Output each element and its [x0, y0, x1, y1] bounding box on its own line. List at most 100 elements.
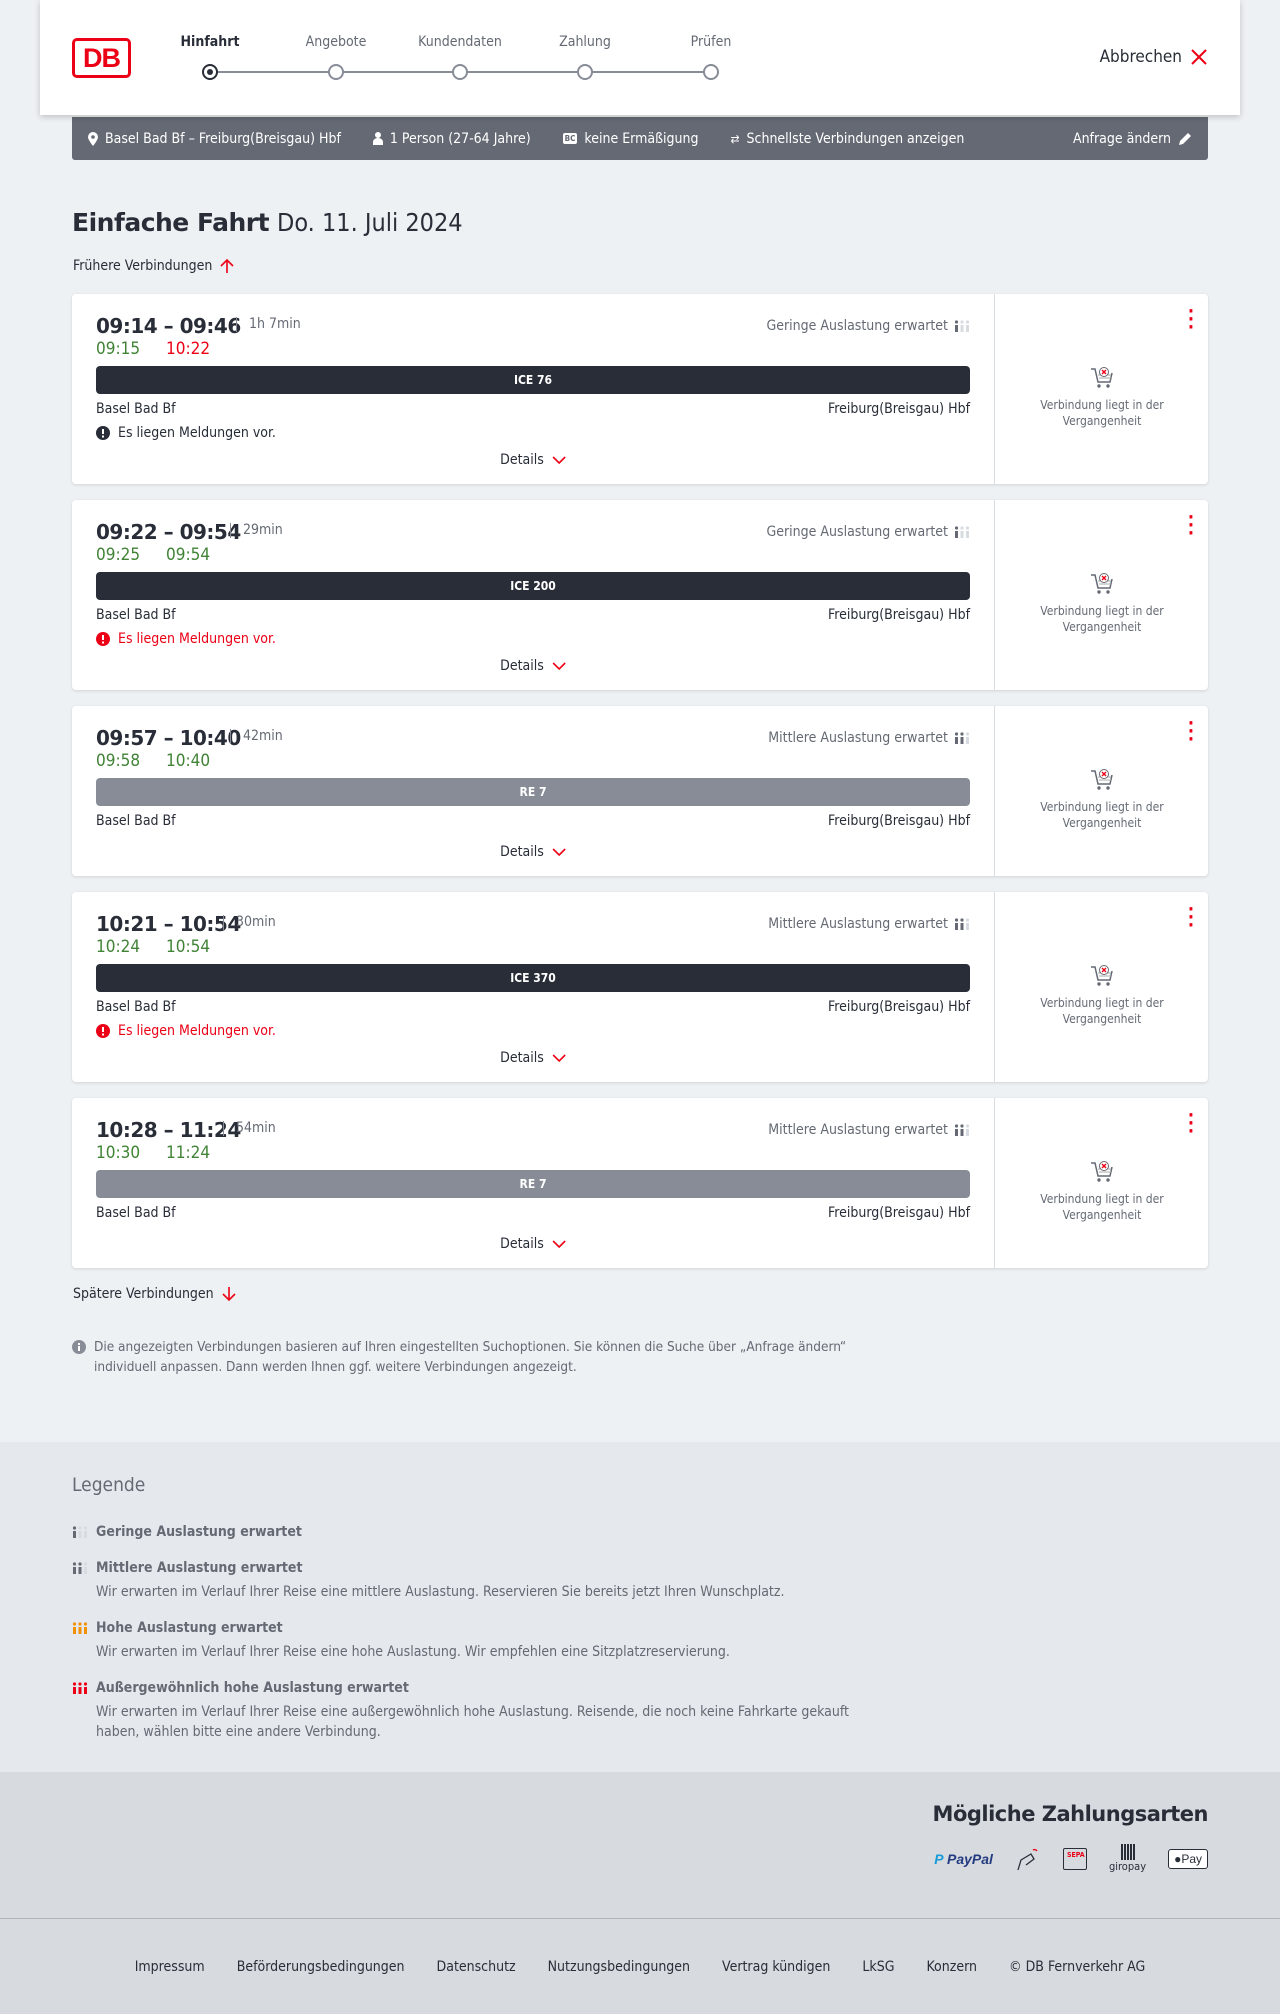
message-notice[interactable]: Es liegen Meldungen vor.	[96, 1023, 276, 1039]
step-label-1: Angebote	[305, 34, 367, 50]
step-4-indicator	[703, 64, 719, 80]
footer-link[interactable]: Vertrag kündigen	[722, 1958, 831, 1975]
details-toggle[interactable]: Details	[500, 1236, 566, 1252]
occupancy-level-icon	[72, 1622, 88, 1634]
legend-item-desc: Wir erwarten im Verlauf Ihrer Reise eine…	[96, 1704, 849, 1740]
footer-link[interactable]: Konzern	[926, 1958, 977, 1975]
message-notice[interactable]: Es liegen Meldungen vor.	[96, 425, 276, 441]
passenger-text: 1 Person (27-64 Jahre)	[389, 130, 531, 147]
occupancy-info: Geringe Auslastung erwartet	[766, 524, 970, 540]
connection-card[interactable]: 09:57 – 10:40 42min Mittlere Auslastung …	[72, 706, 1208, 876]
trip-type: Einfache Fahrt	[72, 208, 270, 237]
booking-panel: · · · Verbindung liegt in der Vergangenhei…	[994, 1098, 1208, 1268]
edit-search-button[interactable]: Anfrage ändern	[1073, 131, 1192, 147]
step-label-2: Kundendaten	[418, 34, 502, 50]
past-connection-status: Verbindung liegt in der Vergangenheit	[1040, 398, 1164, 428]
footer-link[interactable]: Datenschutz	[436, 1958, 516, 1975]
note-text: Die angezeigten Verbindungen basieren au…	[94, 1339, 847, 1375]
footer-link[interactable]: Impressum	[134, 1958, 205, 1975]
legend-item: Mittlere Auslastung erwartet Wir erwarten…	[72, 1560, 852, 1602]
connection-card[interactable]: 09:14 – 09:46 1h 7min Geringe Auslastung…	[72, 294, 1208, 484]
chevron-down-icon	[552, 848, 566, 856]
train-bar[interactable]: ICE 200	[96, 572, 970, 600]
arrow-down-icon	[222, 1287, 236, 1302]
past-connection-status: Verbindung liegt in der Vergangenheit	[1040, 800, 1164, 830]
step-0-indicator[interactable]	[202, 64, 218, 80]
departure-station: Basel Bad Bf	[96, 999, 176, 1015]
planned-times: 10:28 – 11:24	[96, 1118, 241, 1142]
travel-date: Do. 11. Juli 2024	[277, 208, 463, 237]
footer-link[interactable]: Beförderungsbedingungen	[236, 1958, 405, 1975]
close-icon	[1191, 49, 1207, 65]
legend-item: Geringe Auslastung erwartet	[72, 1524, 302, 1540]
past-connection-status: Verbindung liegt in der Vergangenheit	[1040, 604, 1164, 634]
details-label: Details	[500, 844, 544, 860]
details-toggle[interactable]: Details	[500, 1050, 566, 1066]
details-toggle[interactable]: Details	[500, 452, 566, 468]
chevron-down-icon	[552, 1054, 566, 1062]
connection-card[interactable]: 10:28 – 11:24 54min Mittlere Auslastung …	[72, 1098, 1208, 1268]
train-bar[interactable]: RE 7	[96, 778, 970, 806]
legend-item-title: Außergewöhnlich hohe Auslastung erwartet	[96, 1680, 409, 1696]
occupancy-icon	[954, 918, 970, 930]
legend-item-title: Mittlere Auslastung erwartet	[96, 1560, 303, 1576]
duration: 30min	[223, 915, 276, 930]
db-logo[interactable]: DB	[72, 38, 131, 78]
connection-card[interactable]: 10:21 – 10:54 30min Mittlere Auslastung …	[72, 892, 1208, 1082]
occupancy-icon	[954, 320, 970, 332]
alert-icon	[96, 426, 110, 440]
paypal-logo: P PayPal	[934, 1850, 993, 1867]
message-notice[interactable]: Es liegen Meldungen vor.	[96, 631, 276, 647]
step-label-4: Prüfen	[690, 34, 732, 50]
realtime-departure: 09:25	[96, 545, 141, 565]
train-bar[interactable]: ICE 76	[96, 366, 970, 394]
occupancy-info: Geringe Auslastung erwartet	[766, 318, 970, 334]
train-bar[interactable]: ICE 370	[96, 964, 970, 992]
bahncard-icon: BC	[562, 133, 578, 144]
departure-station: Basel Bad Bf	[96, 813, 176, 829]
departure-station: Basel Bad Bf	[96, 607, 176, 623]
legend-section: Legende Geringe Auslastung erwartet Mittl…	[0, 1442, 1280, 1772]
departure-station: Basel Bad Bf	[96, 401, 176, 417]
occupancy-icon	[954, 732, 970, 744]
footer-link[interactable]: Nutzungsbedingungen	[547, 1958, 691, 1975]
connection-card[interactable]: 09:22 – 09:54 29min Geringe Auslastung e…	[72, 500, 1208, 690]
occupancy-level-icon	[72, 1562, 88, 1574]
planned-times: 09:22 – 09:54	[96, 520, 241, 544]
earlier-label: Frühere Verbindungen	[73, 258, 213, 274]
footer-link[interactable]: LkSG	[862, 1958, 895, 1975]
realtime-arrival: 10:54	[166, 937, 211, 957]
message-text: Es liegen Meldungen vor.	[118, 425, 276, 441]
edit-label: Anfrage ändern	[1072, 130, 1171, 147]
occupancy-icon	[954, 1124, 970, 1136]
train-bar[interactable]: RE 7	[96, 1170, 970, 1198]
duration: 42min	[230, 729, 283, 744]
chevron-down-icon	[552, 1240, 566, 1248]
header: DB Hinfahrt Angebote Kundendaten Zahlung Prü…	[40, 0, 1240, 115]
cart-unavailable-icon	[1090, 1161, 1113, 1182]
details-toggle[interactable]: Details	[500, 658, 566, 674]
earlier-connections-link[interactable]: Frühere Verbindungen	[73, 258, 234, 274]
legend-item-title: Hohe Auslastung erwartet	[96, 1620, 283, 1636]
cancel-button[interactable]: Abbrechen	[1100, 47, 1208, 67]
mode-info: ⇄ Schnellste Verbindungen anzeigen	[730, 131, 964, 147]
planned-times: 09:57 – 10:40	[96, 726, 241, 750]
details-label: Details	[500, 1050, 544, 1066]
payment-title: Mögliche Zahlungsarten	[932, 1802, 1209, 1826]
connection-main: 10:28 – 11:24 54min Mittlere Auslastung …	[96, 1098, 970, 1268]
more-options-icon[interactable]: · · ·	[1187, 1105, 1195, 1142]
more-options-icon[interactable]: · · ·	[1187, 507, 1195, 544]
cart-unavailable-icon	[1090, 965, 1113, 986]
arrow-up-icon	[220, 258, 234, 273]
location-pin-icon	[88, 131, 98, 146]
realtime-arrival: 09:54	[166, 545, 211, 565]
later-connections-link[interactable]: Spätere Verbindungen	[73, 1286, 236, 1302]
more-options-icon[interactable]: · · ·	[1187, 301, 1195, 338]
more-options-icon[interactable]: · · ·	[1187, 713, 1195, 750]
details-toggle[interactable]: Details	[500, 844, 566, 860]
connection-main: 09:57 – 10:40 42min Mittlere Auslastung …	[96, 706, 970, 876]
chevron-down-icon	[552, 662, 566, 670]
cancel-label: Abbrechen	[1099, 47, 1182, 67]
cart-unavailable-icon	[1090, 769, 1113, 790]
more-options-icon[interactable]: · · ·	[1187, 899, 1195, 936]
